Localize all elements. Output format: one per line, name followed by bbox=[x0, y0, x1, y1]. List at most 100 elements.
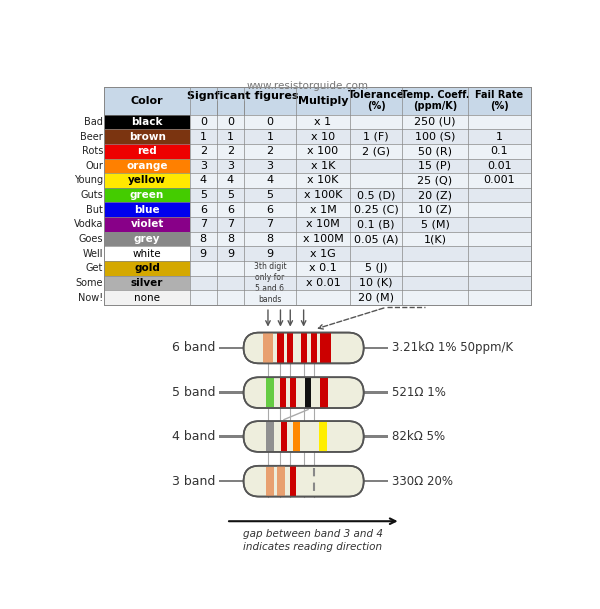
Text: 50 (R): 50 (R) bbox=[418, 146, 452, 157]
FancyBboxPatch shape bbox=[244, 377, 364, 408]
Text: Tolerance: Tolerance bbox=[347, 90, 404, 100]
Text: 0.25 (C): 0.25 (C) bbox=[354, 205, 398, 215]
Text: orange: orange bbox=[127, 161, 168, 171]
Bar bbox=[219, 435, 244, 438]
Text: 3: 3 bbox=[266, 161, 274, 171]
Text: 9: 9 bbox=[266, 248, 274, 259]
Bar bbox=[277, 466, 285, 496]
Text: 2: 2 bbox=[266, 146, 274, 157]
Text: www.resistorguide.com: www.resistorguide.com bbox=[247, 81, 368, 91]
Text: x 0.1: x 0.1 bbox=[309, 263, 337, 273]
Text: 7: 7 bbox=[200, 219, 207, 230]
Text: (ppm/K): (ppm/K) bbox=[413, 101, 457, 111]
Text: 20 (M): 20 (M) bbox=[358, 292, 394, 303]
Text: 3: 3 bbox=[200, 161, 207, 171]
Bar bbox=[219, 347, 244, 349]
Text: 5: 5 bbox=[200, 190, 207, 200]
FancyBboxPatch shape bbox=[244, 421, 364, 452]
Text: x 1G: x 1G bbox=[310, 248, 336, 259]
Bar bbox=[319, 421, 327, 452]
Text: x 0.01: x 0.01 bbox=[305, 278, 340, 288]
Text: Fail Rate: Fail Rate bbox=[475, 90, 523, 100]
Bar bbox=[364, 347, 388, 349]
Text: Rots: Rots bbox=[82, 146, 103, 157]
Bar bbox=[104, 129, 531, 144]
Bar bbox=[104, 261, 531, 276]
Text: x 10M: x 10M bbox=[306, 219, 340, 230]
Text: 15 (P): 15 (P) bbox=[418, 161, 451, 171]
Text: 6: 6 bbox=[266, 205, 274, 215]
Bar bbox=[287, 333, 293, 363]
Text: 6: 6 bbox=[227, 205, 234, 215]
Text: Guts: Guts bbox=[80, 190, 103, 200]
Text: 7: 7 bbox=[227, 219, 234, 230]
Text: green: green bbox=[130, 190, 164, 200]
Text: 521Ω 1%: 521Ω 1% bbox=[392, 386, 445, 399]
Text: Young: Young bbox=[74, 175, 103, 186]
Text: gap between band 3 and 4
indicates reading direction: gap between band 3 and 4 indicates readi… bbox=[243, 529, 383, 552]
Text: 5 (M): 5 (M) bbox=[421, 219, 449, 230]
Text: x 100K: x 100K bbox=[304, 190, 342, 200]
Bar bbox=[104, 87, 531, 305]
Text: But: But bbox=[86, 205, 103, 215]
Bar bbox=[263, 333, 274, 362]
Text: 0: 0 bbox=[227, 117, 234, 127]
Text: 3: 3 bbox=[227, 161, 234, 171]
Text: 5: 5 bbox=[266, 190, 274, 200]
Bar bbox=[266, 466, 274, 496]
Bar bbox=[104, 87, 531, 114]
Text: 1: 1 bbox=[496, 132, 503, 142]
Text: 5 (J): 5 (J) bbox=[365, 263, 388, 273]
Bar bbox=[266, 422, 274, 451]
Text: Get: Get bbox=[86, 263, 103, 273]
Bar bbox=[104, 144, 190, 158]
Bar bbox=[277, 333, 284, 363]
Text: 20 (Z): 20 (Z) bbox=[418, 190, 452, 200]
Bar bbox=[104, 231, 531, 246]
Text: 8: 8 bbox=[266, 234, 274, 244]
Text: x 1K: x 1K bbox=[311, 161, 335, 171]
Bar bbox=[104, 114, 190, 129]
Text: (%): (%) bbox=[490, 101, 509, 111]
Text: (%): (%) bbox=[367, 101, 385, 111]
Text: x 1M: x 1M bbox=[310, 205, 337, 215]
Text: Beer: Beer bbox=[80, 132, 103, 142]
Bar bbox=[104, 173, 190, 188]
Text: 2 (G): 2 (G) bbox=[362, 146, 390, 157]
Bar bbox=[104, 144, 531, 158]
Bar bbox=[104, 158, 531, 173]
Bar bbox=[280, 378, 286, 408]
Bar bbox=[104, 202, 531, 217]
Text: Multiply: Multiply bbox=[298, 96, 348, 106]
Text: 3.21kΩ 1% 50ppm/K: 3.21kΩ 1% 50ppm/K bbox=[392, 342, 513, 354]
Text: 25 (Q): 25 (Q) bbox=[418, 175, 452, 186]
Text: 82kΩ 5%: 82kΩ 5% bbox=[392, 430, 445, 443]
Bar bbox=[104, 276, 531, 290]
Text: 4: 4 bbox=[227, 175, 234, 186]
Text: 0.001: 0.001 bbox=[484, 175, 515, 186]
FancyBboxPatch shape bbox=[244, 333, 364, 364]
Text: 0.1 (B): 0.1 (B) bbox=[358, 219, 395, 230]
Text: Temp. Coeff.: Temp. Coeff. bbox=[401, 90, 469, 100]
Bar bbox=[219, 480, 244, 482]
Bar bbox=[104, 129, 190, 144]
Text: x 100: x 100 bbox=[307, 146, 338, 157]
Text: x 10K: x 10K bbox=[307, 175, 338, 186]
Text: red: red bbox=[137, 146, 157, 157]
Text: none: none bbox=[134, 292, 160, 303]
Bar bbox=[301, 333, 307, 364]
Bar bbox=[104, 173, 531, 188]
Text: 8: 8 bbox=[200, 234, 207, 244]
Bar bbox=[104, 290, 190, 305]
Text: 0.5 (D): 0.5 (D) bbox=[357, 190, 395, 200]
Text: 10 (K): 10 (K) bbox=[359, 278, 393, 288]
Text: 5: 5 bbox=[227, 190, 234, 200]
Bar bbox=[364, 480, 388, 482]
Bar bbox=[104, 276, 190, 290]
Text: 0.1: 0.1 bbox=[491, 146, 508, 157]
Text: 5 band: 5 band bbox=[172, 386, 215, 399]
Bar bbox=[219, 392, 244, 394]
Bar bbox=[311, 333, 317, 364]
Bar bbox=[104, 202, 190, 217]
Text: 8: 8 bbox=[227, 234, 234, 244]
